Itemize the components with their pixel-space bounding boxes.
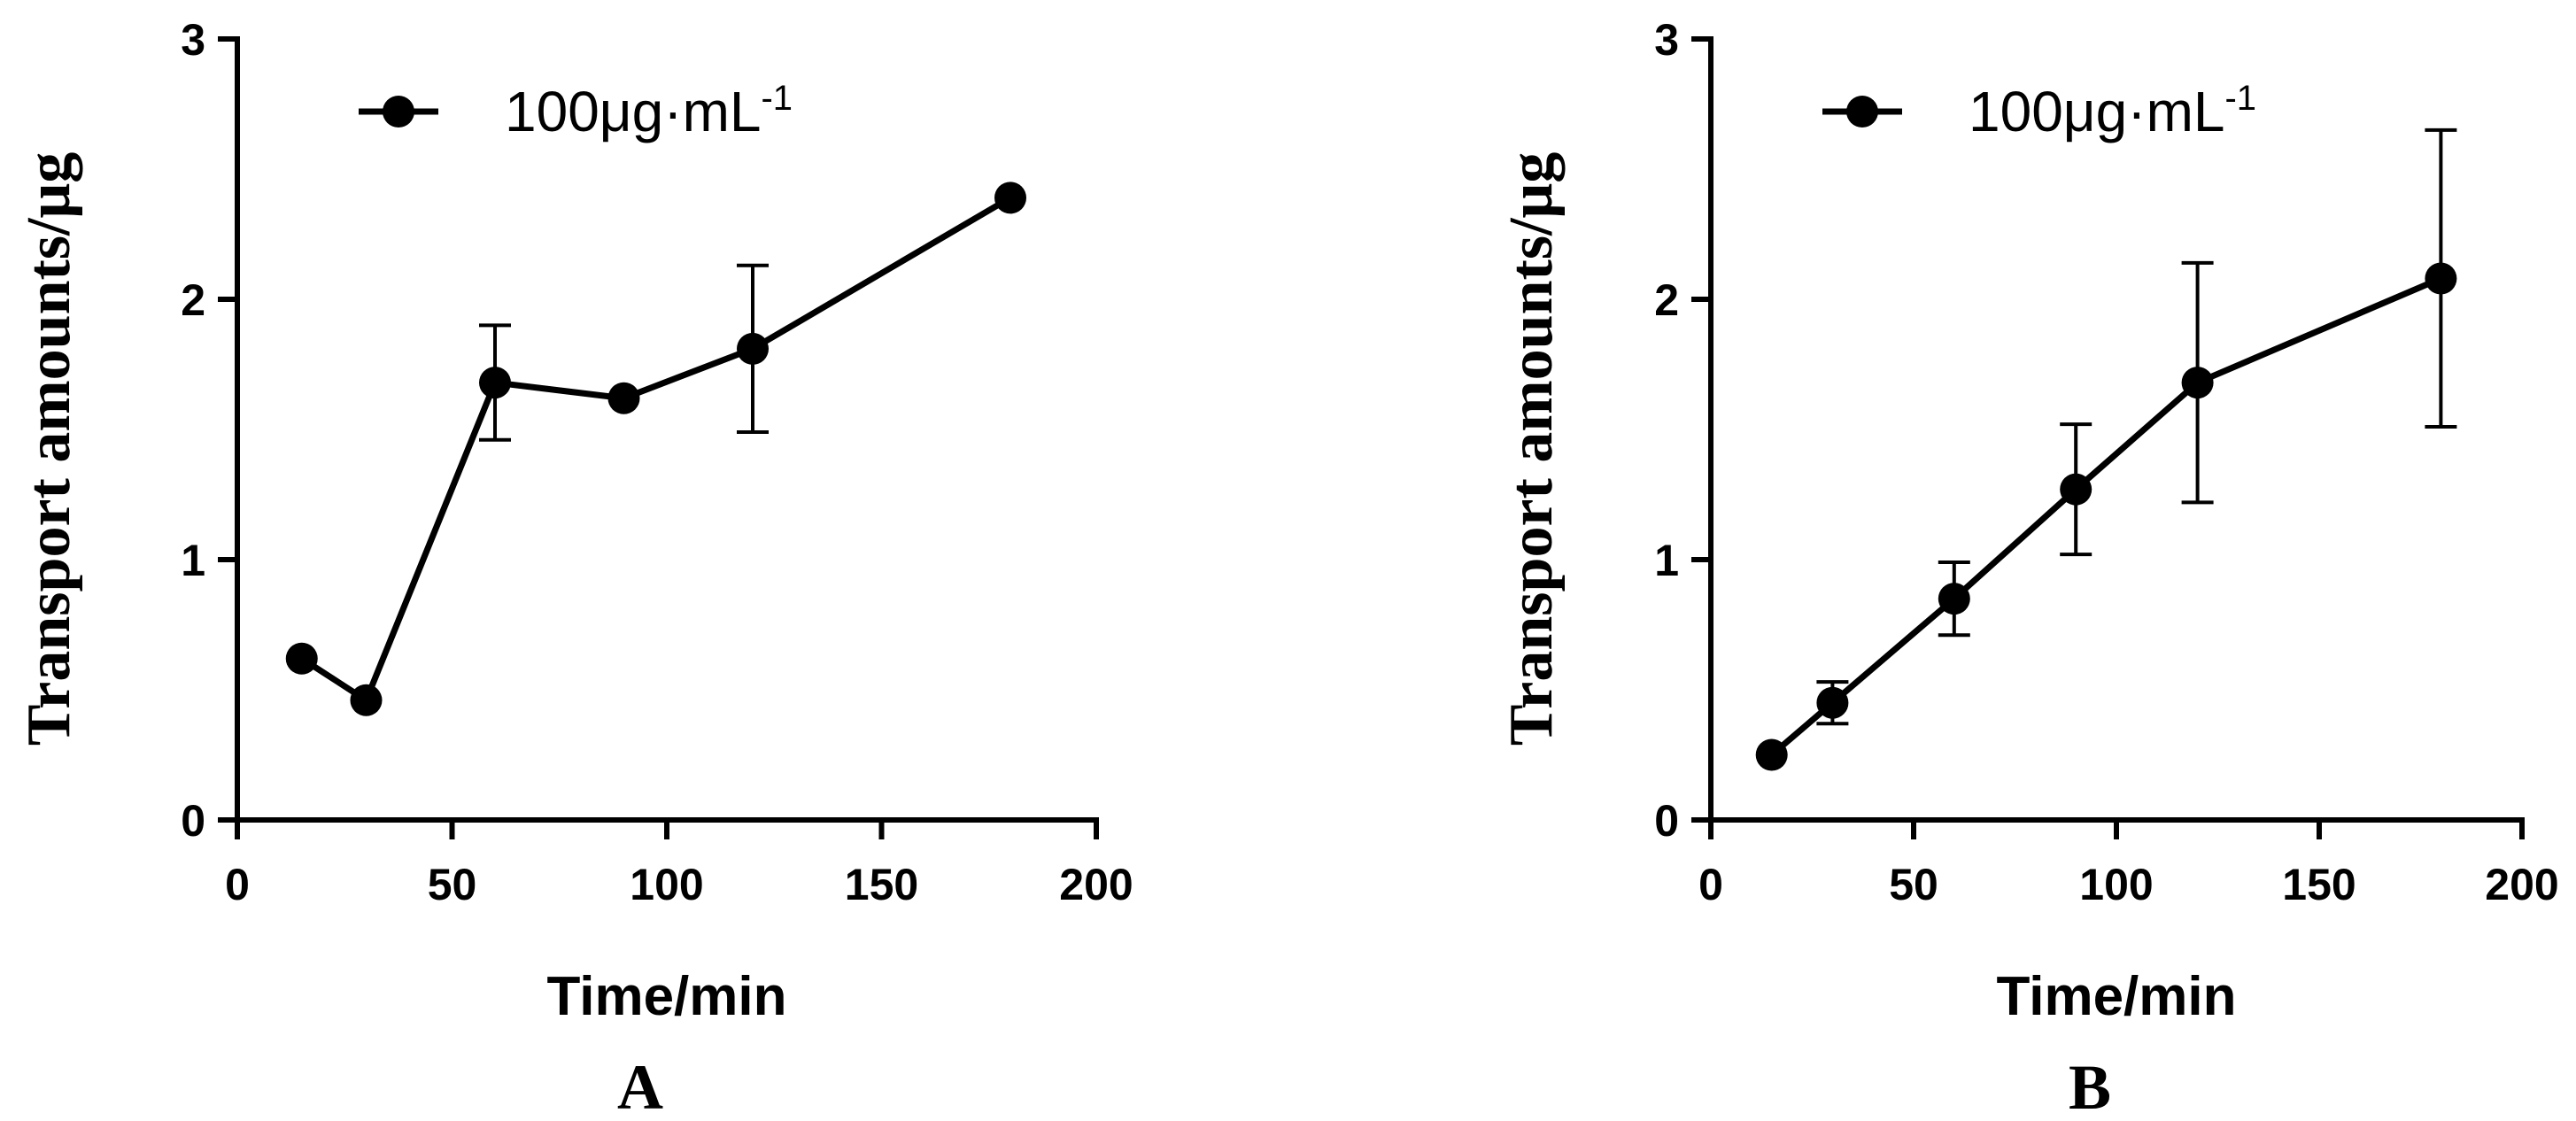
data-point [2060, 473, 2093, 506]
data-point [607, 382, 640, 414]
x-axis-label: Time/min [1996, 966, 2236, 1027]
x-axis-label: Time/min [546, 966, 786, 1027]
y-tick-label: 2 [1654, 275, 1679, 325]
data-point [479, 367, 511, 399]
y-tick-label: 1 [1654, 536, 1679, 585]
x-tick-label: 100 [2079, 860, 2153, 909]
legend-label-base: 100μg·mL [505, 80, 761, 143]
x-tick-label: 50 [428, 860, 477, 909]
legend-label-superscript: -1 [761, 79, 793, 118]
legend: 100μg·mL-1 [1822, 79, 2256, 143]
legend-marker [383, 96, 414, 128]
data-point [1816, 686, 1849, 719]
legend-marker [1846, 96, 1878, 128]
y-tick-label: 3 [1654, 15, 1679, 65]
data-point [1755, 738, 1788, 771]
data-point [994, 182, 1026, 214]
y-tick-label: 0 [181, 796, 205, 846]
series-line [299, 195, 1012, 704]
data-point [737, 332, 769, 365]
y-tick-label: 3 [181, 15, 205, 65]
y-tick-label: 1 [181, 536, 205, 585]
x-tick-label: 0 [225, 860, 250, 909]
x-tick-label: 100 [630, 860, 703, 909]
x-tick-label: 200 [1059, 860, 1133, 909]
y-tick-label: 0 [1654, 796, 1679, 846]
data-point [285, 642, 318, 675]
x-tick-label: 50 [1889, 860, 1938, 909]
legend-label: 100μg·mL-1 [1969, 79, 2256, 143]
legend: 100μg·mL-1 [359, 79, 793, 143]
data-point [350, 684, 383, 716]
data-point [1938, 583, 1970, 615]
legend-label-base: 100μg·mL [1969, 80, 2224, 143]
data-point [2425, 262, 2457, 295]
y-tick-label: 2 [181, 275, 205, 325]
panel-label: B [2069, 1052, 2111, 1121]
x-tick-label: 150 [2282, 860, 2356, 909]
y-axis-label: Transport amounts/μg [1497, 152, 1566, 746]
data-point [2181, 367, 2214, 399]
panel-a: 0 50 100 150 200 0 1 2 3 Time/min Transport amount… [15, 15, 1133, 1121]
legend-label: 100μg·mL-1 [505, 79, 793, 143]
panel-label: A [617, 1052, 663, 1121]
legend-label-superscript: -1 [2224, 79, 2256, 118]
panel-b: 0 50 100 150 200 0 1 2 3 Time/min Transport amount… [1497, 15, 2559, 1121]
x-tick-label: 200 [2485, 860, 2558, 909]
series-line [1769, 275, 2442, 758]
x-tick-label: 150 [845, 860, 918, 909]
x-tick-label: 0 [1698, 860, 1723, 909]
y-axis-label: Transport amounts/μg [15, 152, 83, 746]
